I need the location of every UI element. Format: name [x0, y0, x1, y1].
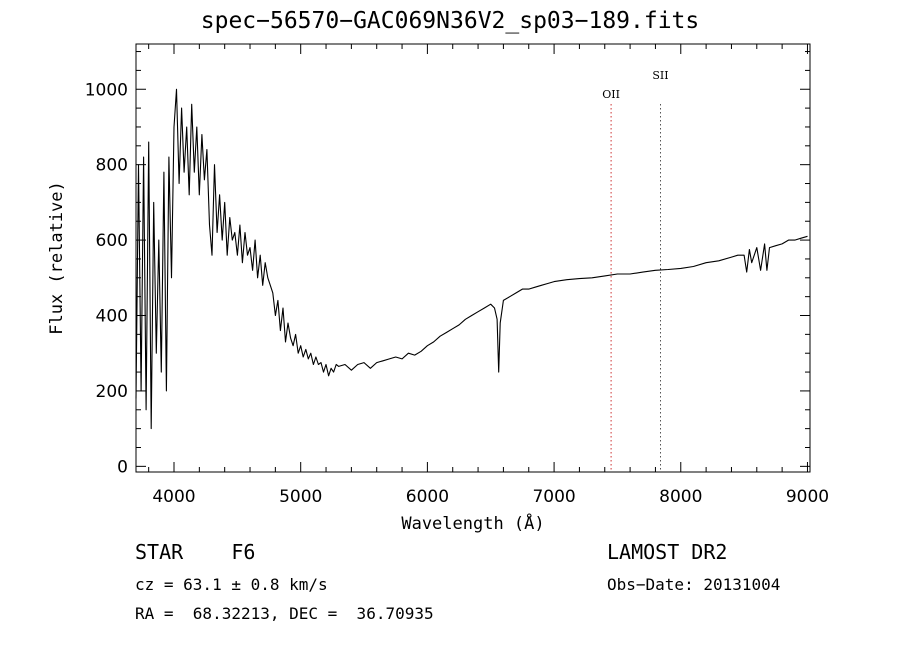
chart-title: spec−56570−GAC069N36V2_sp03−189.fits	[200, 8, 700, 34]
y-axis-label: Flux (relative)	[47, 181, 67, 335]
x-axis-label: Wavelength (Å)	[401, 512, 544, 534]
coordinates: RA = 68.32213, DEC = 36.70935	[135, 604, 434, 623]
x-tick-label: 7000	[532, 487, 575, 507]
y-tick-label: 600	[96, 231, 128, 251]
y-tick-label: 0	[117, 457, 128, 477]
x-tick-label: 5000	[279, 487, 322, 507]
y-tick-label: 200	[96, 382, 128, 402]
x-tick-label: 9000	[786, 487, 829, 507]
survey-name: LAMOST DR2	[607, 540, 728, 564]
observation-date: Obs−Date: 20131004	[607, 575, 781, 594]
x-tick-label: 6000	[406, 487, 449, 507]
x-tick-label: 8000	[659, 487, 702, 507]
ref-label-sii: SII	[652, 69, 668, 82]
y-tick-label: 1000	[85, 80, 128, 100]
spectrum-line	[135, 88, 808, 430]
ref-label-oii: OII	[602, 88, 620, 101]
plot-frame	[135, 43, 811, 473]
object-class: STAR F6	[135, 540, 256, 564]
y-tick-label: 800	[96, 156, 128, 176]
redshift-value: cz = 63.1 ± 0.8 km/s	[135, 575, 328, 594]
x-tick-label: 4000	[152, 487, 195, 507]
y-tick-label: 400	[96, 307, 128, 327]
